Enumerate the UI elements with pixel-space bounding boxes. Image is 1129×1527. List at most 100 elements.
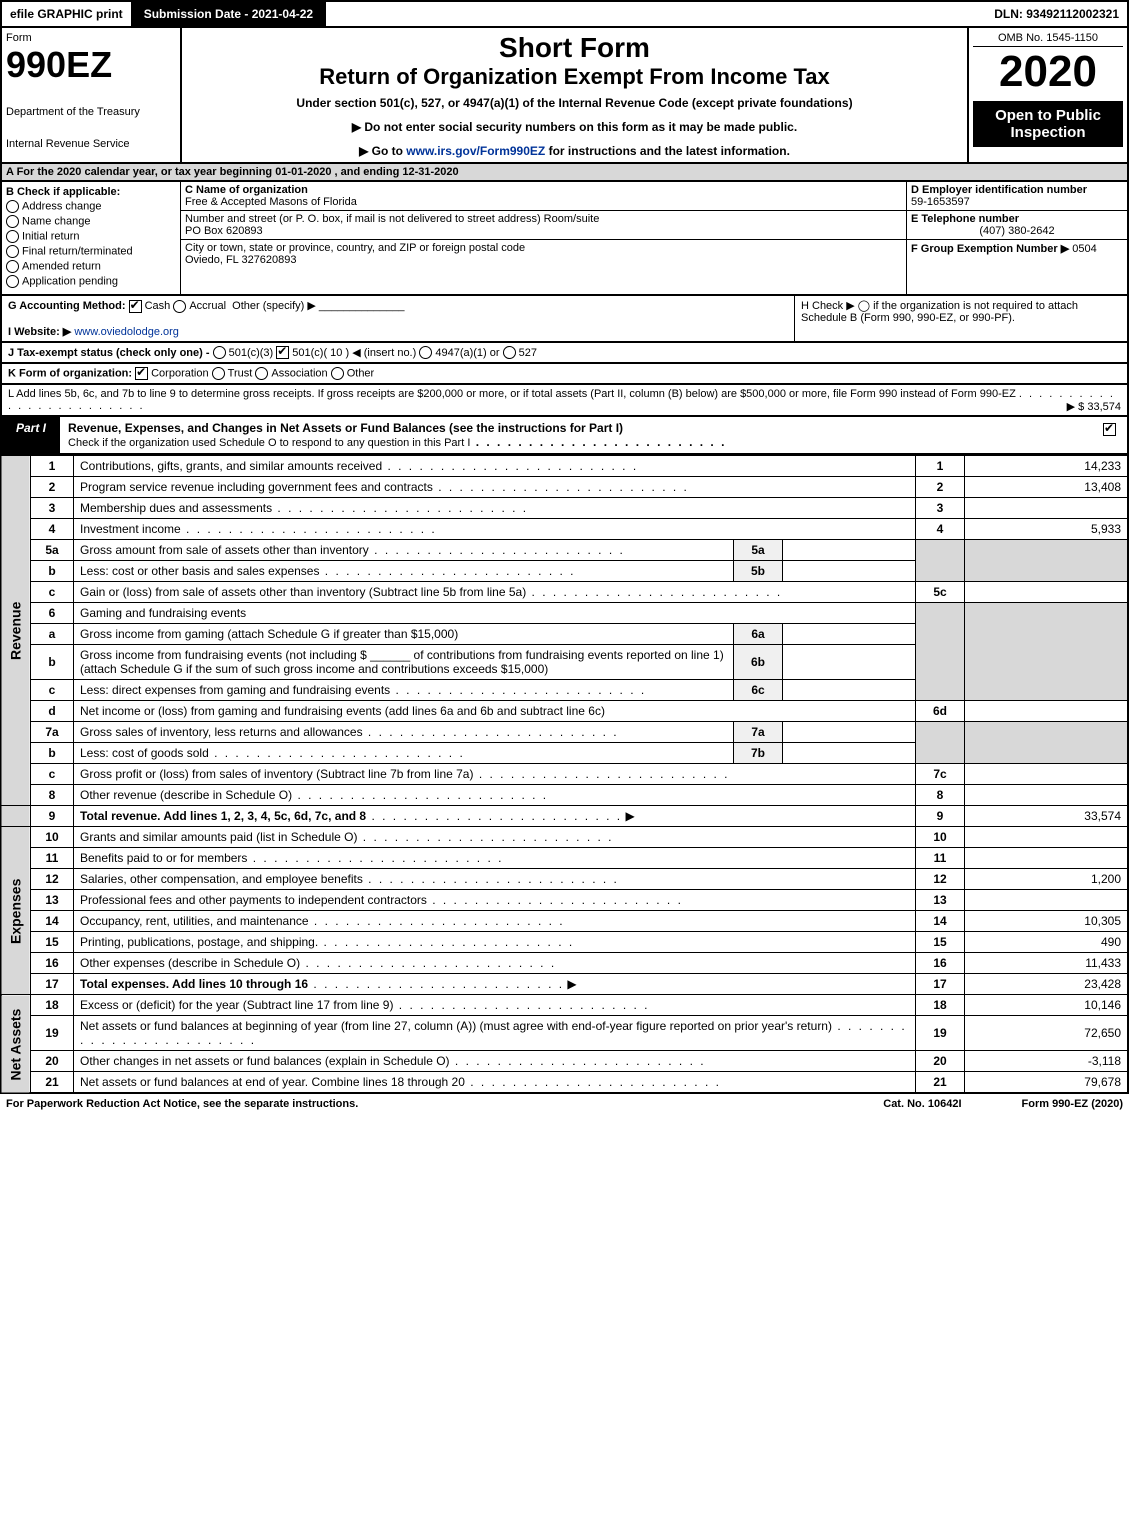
desc-16: Other expenses (describe in Schedule O): [74, 953, 916, 974]
ln-7a: 7a: [31, 722, 74, 743]
subval-6a: [783, 624, 916, 645]
chk-other[interactable]: [331, 367, 344, 380]
chk-corp[interactable]: [135, 367, 148, 380]
val-8: [965, 785, 1129, 806]
val-17: 23,428: [965, 974, 1129, 995]
section-c: C Name of organization Free & Accepted M…: [181, 182, 907, 294]
chk-assoc[interactable]: [255, 367, 268, 380]
val-12: 1,200: [965, 869, 1129, 890]
desc-6d: Net income or (loss) from gaming and fun…: [74, 701, 916, 722]
desc-20: Other changes in net assets or fund bala…: [74, 1051, 916, 1072]
sub-5b: 5b: [734, 561, 783, 582]
irs-link[interactable]: www.irs.gov/Form990EZ: [406, 144, 545, 158]
section-b: B Check if applicable: Address change Na…: [2, 182, 181, 294]
part-title: Revenue, Expenses, and Changes in Net As…: [60, 417, 1095, 453]
col-7c: 7c: [916, 764, 965, 785]
subval-6c: [783, 680, 916, 701]
desc-3: Membership dues and assessments: [74, 498, 916, 519]
chk-4947[interactable]: [419, 346, 432, 359]
col-11: 11: [916, 848, 965, 869]
val-16: 11,433: [965, 953, 1129, 974]
footer: For Paperwork Reduction Act Notice, see …: [0, 1094, 1129, 1114]
ln-19: 19: [31, 1016, 74, 1051]
c-label: C Name of organization: [185, 184, 902, 196]
greyval-5: [965, 540, 1129, 582]
submission-date-button[interactable]: Submission Date - 2021-04-22: [131, 2, 326, 26]
desc-11: Benefits paid to or for members: [74, 848, 916, 869]
val-19: 72,650: [965, 1016, 1129, 1051]
ln-21: 21: [31, 1072, 74, 1094]
sub-5a: 5a: [734, 540, 783, 561]
chk-501c[interactable]: [276, 346, 289, 359]
tel-label: E Telephone number: [911, 213, 1123, 225]
ln-13: 13: [31, 890, 74, 911]
col-9: 9: [916, 806, 965, 827]
desc-10: Grants and similar amounts paid (list in…: [74, 827, 916, 848]
ln-2: 2: [31, 477, 74, 498]
chk-final-return[interactable]: Final return/terminated: [6, 245, 176, 258]
ln-5c: c: [31, 582, 74, 603]
sub-6a: 6a: [734, 624, 783, 645]
footer-form: Form 990-EZ (2020): [1022, 1098, 1123, 1110]
part-tab: Part I: [2, 417, 60, 453]
chk-app-pending[interactable]: Application pending: [6, 275, 176, 288]
col-1: 1: [916, 456, 965, 477]
chk-name-change[interactable]: Name change: [6, 215, 176, 228]
b-title: B Check if applicable:: [6, 186, 176, 198]
ssn-warning: ▶ Do not enter social security numbers o…: [186, 120, 963, 134]
c-city-block: City or town, state or province, country…: [181, 240, 906, 268]
grp-label: F Group Exemption Number ▶: [911, 243, 1069, 255]
ln-3: 3: [31, 498, 74, 519]
header-left: Form 990EZ Department of the Treasury In…: [2, 28, 182, 162]
chk-cash[interactable]: [129, 300, 142, 313]
desc-17: Total expenses. Add lines 10 through 16 …: [74, 974, 916, 995]
col-4: 4: [916, 519, 965, 540]
chk-initial-return[interactable]: Initial return: [6, 230, 176, 243]
subval-7a: [783, 722, 916, 743]
l-gross-receipts: L Add lines 5b, 6c, and 7b to line 9 to …: [0, 385, 1129, 417]
g-label: G Accounting Method:: [8, 300, 126, 312]
ln-7b: b: [31, 743, 74, 764]
efile-label[interactable]: efile GRAPHIC print: [2, 3, 131, 25]
goto-note: ▶ Go to www.irs.gov/Form990EZ for instru…: [186, 144, 963, 158]
goto-post: for instructions and the latest informat…: [545, 144, 790, 158]
ln-6c: c: [31, 680, 74, 701]
col-8: 8: [916, 785, 965, 806]
chk-501c3[interactable]: [213, 346, 226, 359]
chk-address-change[interactable]: Address change: [6, 200, 176, 213]
desc-5c: Gain or (loss) from sale of assets other…: [74, 582, 916, 603]
info-block: B Check if applicable: Address change Na…: [0, 182, 1129, 296]
grp-value: 0504: [1072, 243, 1096, 255]
val-10: [965, 827, 1129, 848]
ln-9: 9: [31, 806, 74, 827]
desc-4: Investment income: [74, 519, 916, 540]
ln-17: 17: [31, 974, 74, 995]
col-14: 14: [916, 911, 965, 932]
desc-8: Other revenue (describe in Schedule O): [74, 785, 916, 806]
chk-amended[interactable]: Amended return: [6, 260, 176, 273]
part-check-text: Check if the organization used Schedule …: [68, 437, 470, 449]
open-inspection: Open to Public Inspection: [973, 101, 1123, 147]
chk-527[interactable]: [503, 346, 516, 359]
tel-value: (407) 380-2642: [911, 225, 1123, 237]
ln-12: 12: [31, 869, 74, 890]
website-link[interactable]: www.oviedolodge.org: [74, 326, 179, 338]
section-d-e-f: D Employer identification number 59-1653…: [907, 182, 1127, 294]
val-18: 10,146: [965, 995, 1129, 1016]
ln-20: 20: [31, 1051, 74, 1072]
sub-6b: 6b: [734, 645, 783, 680]
i-label: I Website: ▶: [8, 326, 71, 338]
ln-10: 10: [31, 827, 74, 848]
chk-accrual[interactable]: [173, 300, 186, 313]
col-12: 12: [916, 869, 965, 890]
val-9: 33,574: [965, 806, 1129, 827]
part-checkbox[interactable]: [1095, 417, 1127, 453]
col-20: 20: [916, 1051, 965, 1072]
top-bar: efile GRAPHIC print Submission Date - 20…: [0, 0, 1129, 28]
desc-6b: Gross income from fundraising events (no…: [74, 645, 734, 680]
val-11: [965, 848, 1129, 869]
chk-trust[interactable]: [212, 367, 225, 380]
ln-11: 11: [31, 848, 74, 869]
col-6d: 6d: [916, 701, 965, 722]
ln-7c: c: [31, 764, 74, 785]
